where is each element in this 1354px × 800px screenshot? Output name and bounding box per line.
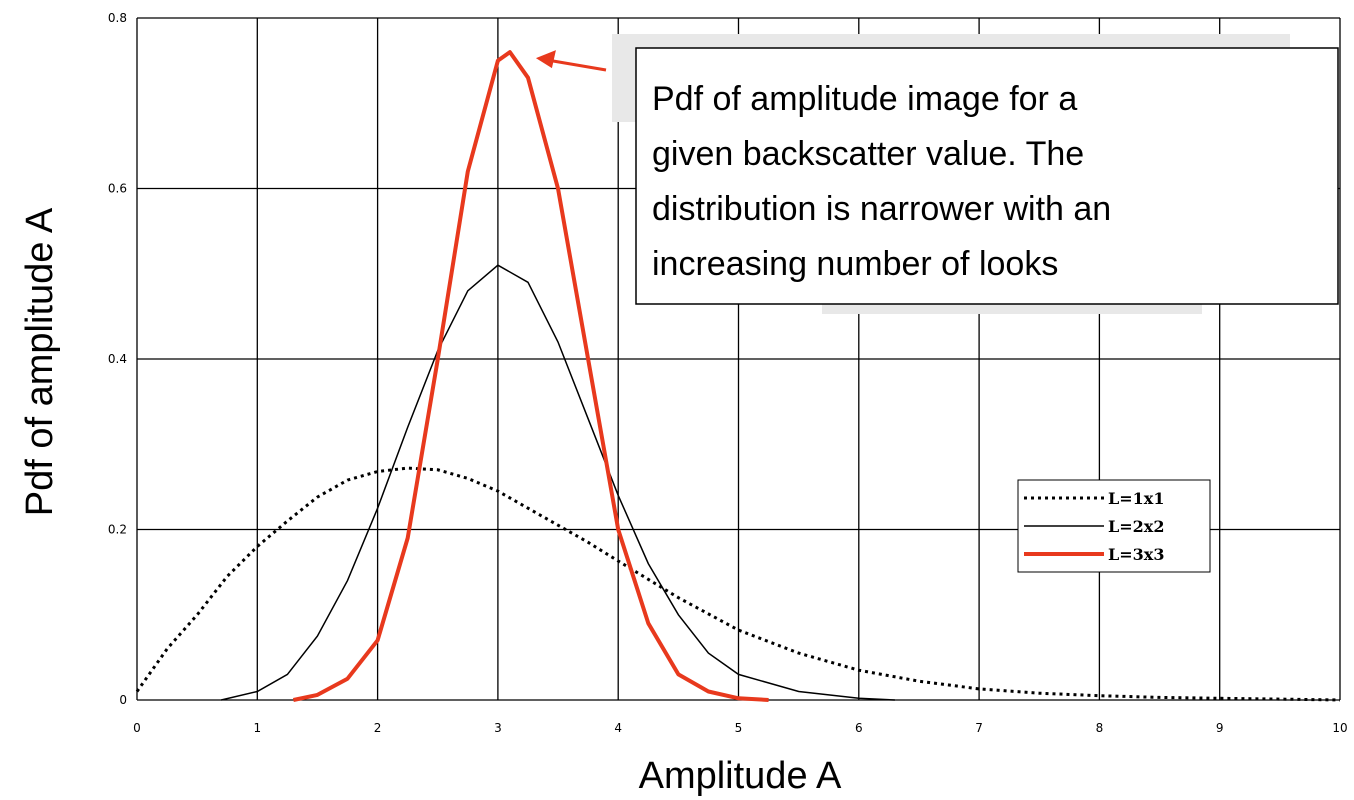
y-tick-label-2: 0.4 [108,352,127,366]
x-tick-label-0: 0 [133,721,141,735]
x-tick-label-9: 9 [1216,721,1224,735]
y-tick-label-1: 0.2 [108,523,127,537]
annotation-frame [635,47,1339,305]
legend-label-0: L=1x1 [1108,489,1164,508]
x-tick-label-3: 3 [494,721,502,735]
y-tick-label-3: 0.6 [108,182,127,196]
x-tick-label-6: 6 [855,721,863,735]
series-line-l-2x2 [221,264,895,701]
annotation-line-2: distribution is narrower with an [652,190,1111,228]
series-lines [135,50,1341,702]
x-tick-label-4: 4 [614,721,622,735]
x-axis-title: Amplitude A [639,755,842,797]
x-axis-ticks: 0 1 2 3 4 5 6 7 8 9 10 [133,721,1347,735]
x-tick-label-1: 1 [253,721,261,735]
x-tick-label-8: 8 [1096,721,1104,735]
y-axis-ticks: 0 0.2 0.4 0.6 0.8 [108,11,127,707]
x-tick-label-7: 7 [975,721,983,735]
annotation-line-3: increasing number of looks [652,245,1058,283]
x-tick-label-5: 5 [735,721,743,735]
annotation-arrow-head [535,50,556,69]
legend-label-1: L=2x2 [1108,517,1164,536]
series-line-l-1x1 [135,466,1341,702]
legend-label-2: L=3x3 [1108,545,1164,564]
x-tick-label-10: 10 [1332,721,1347,735]
series-line-l-3x3 [292,50,769,702]
y-tick-label-4: 0.8 [108,11,127,25]
annotation-arrow-shaft [547,58,607,72]
annotation-line-0: Pdf of amplitude image for a [652,80,1077,118]
x-tick-label-2: 2 [374,721,382,735]
y-axis-title: Pdf of amplitude A [19,207,61,516]
annotation-line-1: given backscatter value. The [652,135,1084,173]
annotation-box: Pdf of amplitude image for a given backsc… [535,34,1339,314]
y-tick-label-0: 0 [119,693,127,707]
legend: L=1x1 L=2x2 L=3x3 [1017,479,1211,573]
